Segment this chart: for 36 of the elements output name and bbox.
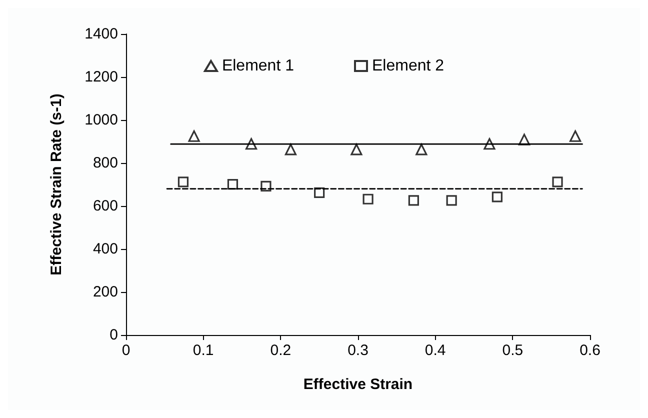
y-tick-label: 1000 — [84, 112, 118, 128]
y-tick-label: 200 — [92, 284, 118, 300]
point — [245, 138, 258, 150]
legend-label: Element 2 — [372, 58, 444, 74]
point — [284, 144, 297, 156]
x-tick-label: 0.3 — [348, 342, 368, 359]
point — [552, 176, 563, 188]
point — [260, 180, 272, 192]
point — [314, 187, 325, 198]
point — [350, 144, 362, 156]
y-axis-title: Effective Strain Rate (s-1) — [48, 94, 65, 276]
legend-label: Element 1 — [222, 58, 294, 74]
x-tick-label: 0.6 — [580, 342, 600, 359]
point — [492, 192, 502, 202]
point — [570, 130, 582, 142]
x-tick-label: 0 — [122, 342, 130, 359]
point — [178, 176, 189, 188]
y-tick-label: 600 — [92, 198, 118, 214]
x-tick-label: 0.2 — [270, 342, 292, 359]
x-axis-title: Effective Strain — [303, 376, 413, 393]
point — [518, 134, 530, 146]
y-tick-label: 0 — [110, 326, 118, 344]
y-tick-label: 400 — [92, 240, 118, 258]
point — [446, 195, 457, 206]
x-tick-label: 0.1 — [192, 342, 214, 359]
y-tick-label: 800 — [92, 154, 118, 172]
point — [484, 138, 496, 150]
point — [362, 194, 374, 204]
point — [188, 130, 200, 142]
x-tick-label: 0.4 — [424, 342, 446, 359]
y-tick-label: 1400 — [84, 26, 118, 42]
y-tick-label: 1200 — [84, 68, 118, 86]
x-tick-label: 0.5 — [502, 342, 524, 359]
point — [408, 195, 419, 206]
point — [416, 144, 428, 156]
point — [227, 178, 238, 190]
